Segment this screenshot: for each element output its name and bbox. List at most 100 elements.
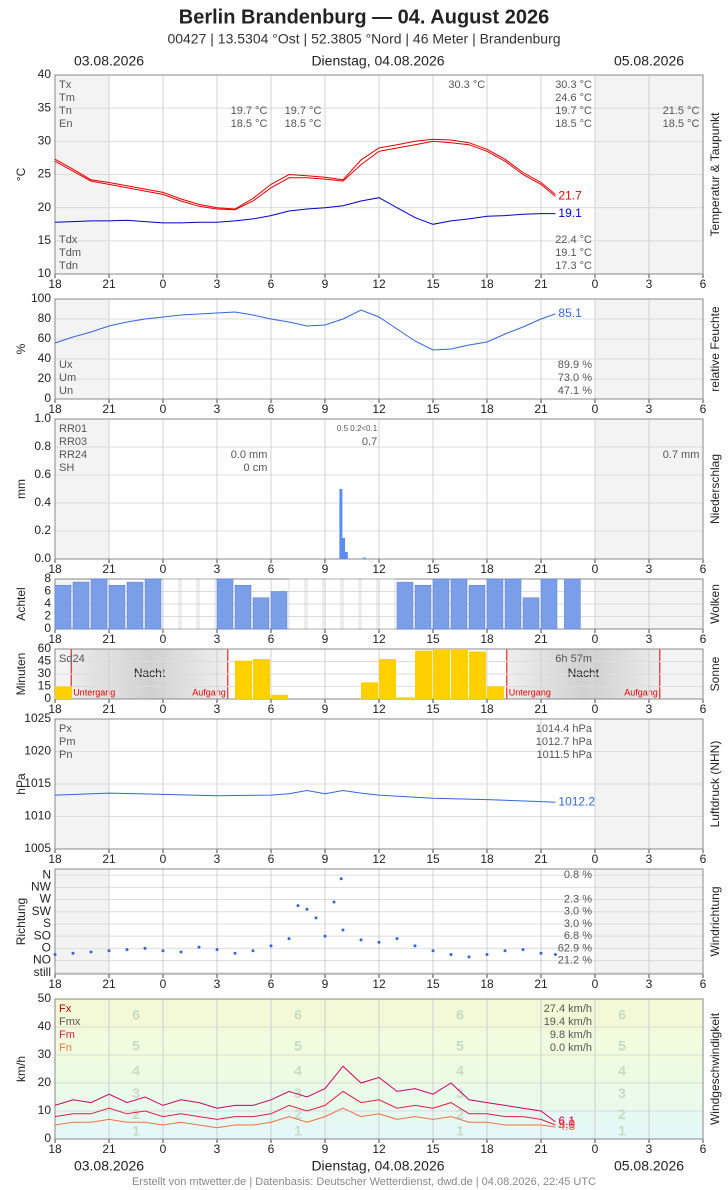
stat-label: En xyxy=(59,118,72,130)
stat-note: 30.3 °C xyxy=(448,79,485,91)
title: Berlin Brandenburg — 04. August 2026 xyxy=(179,6,549,28)
beaufort-label: 3 xyxy=(456,1085,464,1101)
x-tick-label: 18 xyxy=(480,562,494,576)
point xyxy=(553,952,557,956)
bar xyxy=(450,578,468,630)
beaufort-label: 2 xyxy=(132,1106,140,1122)
point xyxy=(449,952,453,956)
point xyxy=(467,955,471,959)
stat-label: Un xyxy=(59,385,73,397)
bar xyxy=(234,585,252,630)
beaufort-label: 3 xyxy=(132,1085,140,1101)
point xyxy=(323,934,327,938)
x-tick-label: 3 xyxy=(214,402,221,416)
stat-value: 47.1 % xyxy=(558,385,592,397)
bar xyxy=(468,585,486,630)
stat-value: 89.9 % xyxy=(558,359,592,371)
point xyxy=(539,951,543,955)
point xyxy=(485,952,489,956)
x-tick-label: 0 xyxy=(160,402,167,416)
x-tick-label: 3 xyxy=(646,562,653,576)
beaufort-label: 5 xyxy=(294,1037,302,1053)
date-left: 03.08.2026 xyxy=(74,53,144,69)
bar xyxy=(504,578,522,630)
point xyxy=(305,907,309,911)
panel-title: Sonne xyxy=(708,656,722,691)
date-center: Dienstag, 04.08.2026 xyxy=(311,53,444,69)
x-tick-label: 0 xyxy=(592,1142,599,1156)
stat-value: 0.0 km/h xyxy=(550,1042,592,1054)
stat-value: 1012.7 hPa xyxy=(536,736,593,748)
date-right: 05.08.2026 xyxy=(614,1158,684,1174)
panel-frame xyxy=(54,298,704,400)
beaufort-label: 3 xyxy=(294,1085,302,1101)
stat-label: Pm xyxy=(59,736,76,748)
line xyxy=(54,197,556,225)
beaufort-label: 6 xyxy=(132,1007,140,1023)
x-tick-label: 6 xyxy=(268,1142,275,1156)
x-tick-label: 18 xyxy=(48,402,62,416)
x-tick-label: 6 xyxy=(268,977,275,991)
beaufort-label: 6 xyxy=(456,1007,464,1023)
x-tick-label: 6 xyxy=(268,702,275,716)
point xyxy=(89,950,93,954)
stat-value: 22.4 °C xyxy=(555,234,592,246)
panel-frame xyxy=(54,74,704,275)
y-tick-label: 30 xyxy=(38,666,52,680)
bar xyxy=(339,489,343,559)
night-shade xyxy=(55,419,109,559)
x-tick-label: 6 xyxy=(268,277,275,291)
y-tick-label: N xyxy=(42,867,51,881)
y-tick-label: 0 xyxy=(44,691,51,705)
x-tick-label: 0 xyxy=(160,632,167,646)
stat-value: 73.0 % xyxy=(558,372,592,384)
bar xyxy=(379,659,396,699)
x-tick-label: 9 xyxy=(322,702,329,716)
bar-empty xyxy=(342,578,360,630)
y-tick-label: 1025 xyxy=(24,711,51,725)
y-tick-label: 0.8 xyxy=(34,439,51,453)
y-tick-label: S xyxy=(43,916,51,930)
x-tick-label: 0 xyxy=(160,977,167,991)
x-tick-label: 21 xyxy=(102,277,116,291)
bar xyxy=(126,581,144,630)
stat-value: 19.7 °C xyxy=(555,105,592,117)
stat-label: Tdm xyxy=(59,247,81,259)
stat-note: 18.5 °C xyxy=(231,118,268,130)
bar-empty xyxy=(162,578,180,630)
y-axis-label: mm xyxy=(14,479,28,499)
beaufort-label: 1 xyxy=(132,1123,140,1139)
y-tick-label: SO xyxy=(34,928,51,942)
point xyxy=(197,945,201,949)
x-tick-label: 18 xyxy=(480,1142,494,1156)
bar xyxy=(469,651,486,699)
x-tick-label: 15 xyxy=(426,977,440,991)
point xyxy=(359,938,363,942)
point xyxy=(341,928,345,932)
x-tick-label: 0 xyxy=(592,852,599,866)
stat-note: 0 cm xyxy=(244,462,268,474)
x-tick-label: 9 xyxy=(322,402,329,416)
beaufort-label: 4 xyxy=(294,1063,302,1079)
x-tick-label: 9 xyxy=(322,977,329,991)
subtitle: 00427 | 13.5304 °Ost | 52.3805 °Nord | 4… xyxy=(167,31,560,47)
x-tick-label: 18 xyxy=(480,402,494,416)
point xyxy=(431,949,435,953)
y-tick-label: 45 xyxy=(38,654,52,668)
x-tick-label: 3 xyxy=(646,1142,653,1156)
direction-share: 2.3 % xyxy=(564,893,592,905)
beaufort-label: 3 xyxy=(618,1085,626,1101)
beaufort-label: 6 xyxy=(294,1007,302,1023)
end-label: 6.1 xyxy=(558,1114,575,1128)
x-tick-label: 18 xyxy=(480,977,494,991)
stat-note: 19.7 °C xyxy=(231,105,268,117)
bar xyxy=(486,578,504,630)
x-tick-label: 18 xyxy=(480,277,494,291)
line xyxy=(54,789,556,803)
line xyxy=(54,138,556,210)
line xyxy=(54,140,556,211)
x-tick-label: 3 xyxy=(646,632,653,646)
bar xyxy=(540,578,558,630)
panel-title: Luftdruck (NHN) xyxy=(708,741,722,828)
x-tick-label: 18 xyxy=(480,852,494,866)
